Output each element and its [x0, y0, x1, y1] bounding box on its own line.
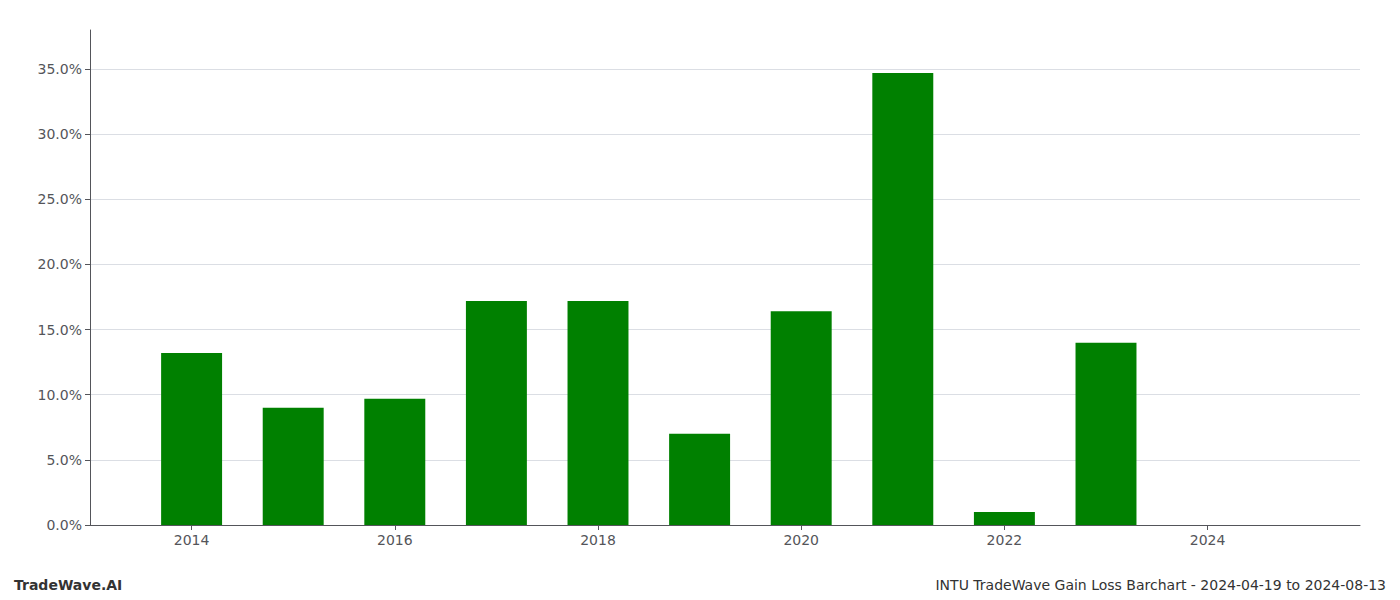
svg-text:5.0%: 5.0%	[46, 452, 82, 468]
svg-text:2016: 2016	[377, 532, 413, 548]
svg-text:15.0%: 15.0%	[38, 322, 82, 338]
svg-text:2022: 2022	[987, 532, 1023, 548]
svg-text:2014: 2014	[174, 532, 210, 548]
svg-text:0.0%: 0.0%	[46, 517, 82, 533]
svg-text:2024: 2024	[1190, 532, 1226, 548]
svg-text:2020: 2020	[783, 532, 819, 548]
svg-text:20.0%: 20.0%	[38, 256, 82, 272]
svg-text:10.0%: 10.0%	[38, 387, 82, 403]
svg-text:30.0%: 30.0%	[38, 126, 82, 142]
svg-text:25.0%: 25.0%	[38, 191, 82, 207]
svg-text:INTU TradeWave Gain Loss Barch: INTU TradeWave Gain Loss Barchart - 2024…	[935, 577, 1386, 593]
svg-text:35.0%: 35.0%	[38, 61, 82, 77]
svg-text:2018: 2018	[580, 532, 616, 548]
svg-text:TradeWave.AI: TradeWave.AI	[14, 577, 122, 593]
